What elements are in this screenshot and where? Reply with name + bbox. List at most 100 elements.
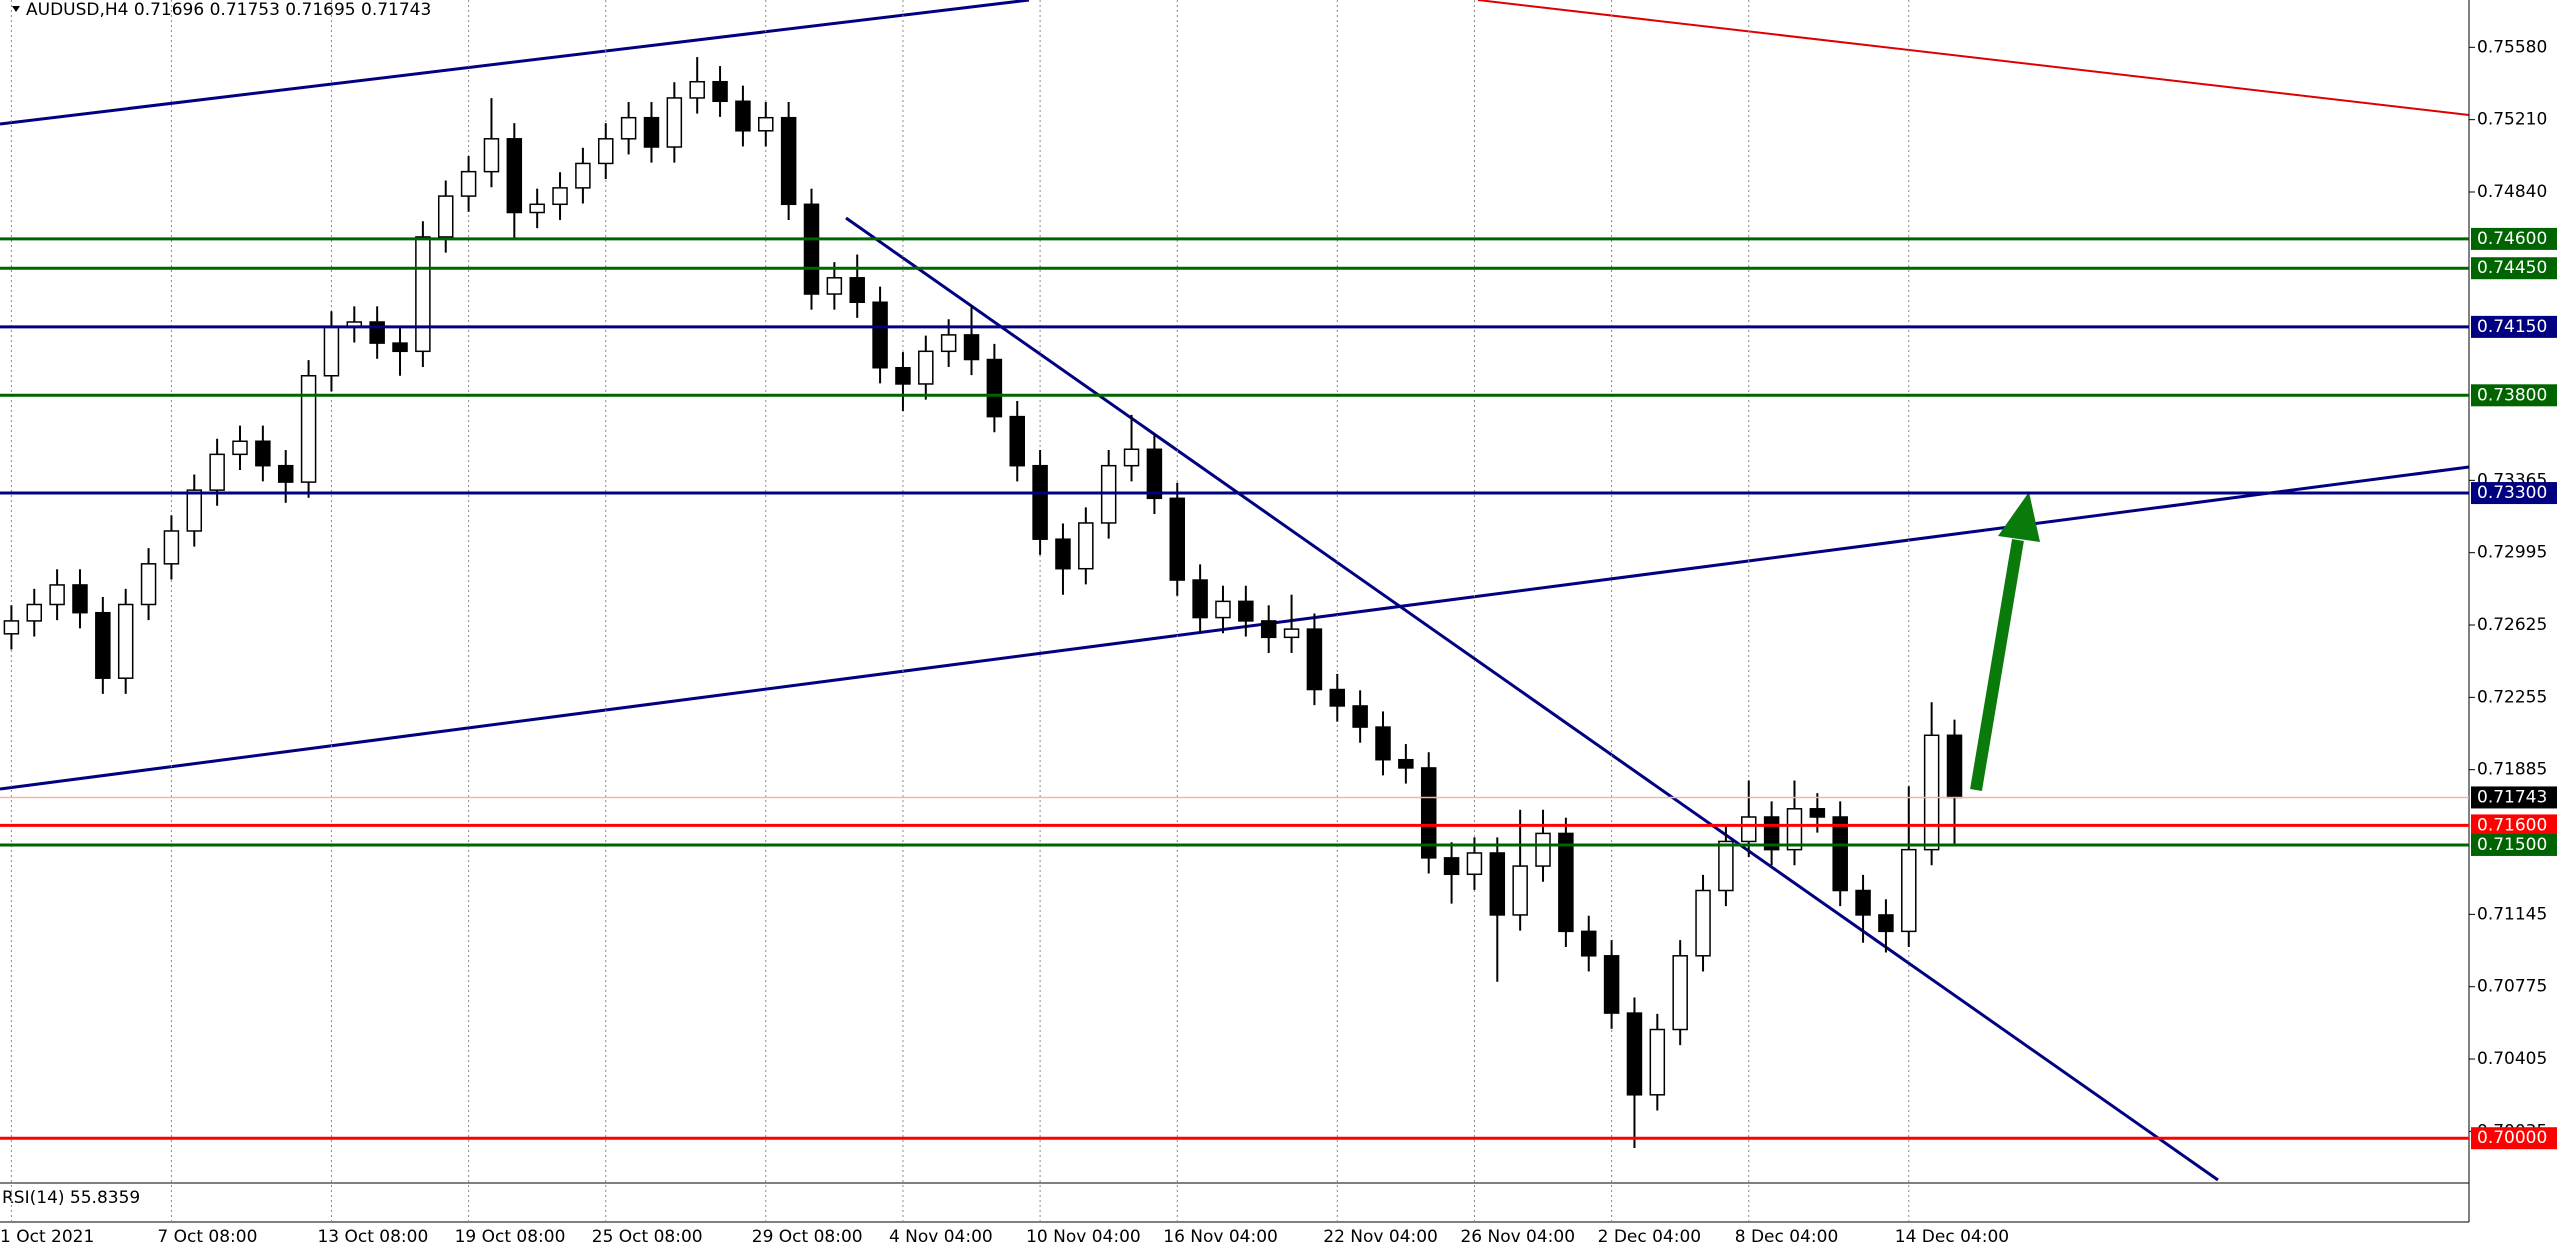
candle-body (117, 603, 134, 679)
y-tick-label: 0.75210 (2477, 110, 2547, 130)
candle-body (1466, 852, 1483, 876)
channel-line (0, 465, 2470, 791)
candle-body (1329, 688, 1346, 707)
x-tick-label: 2 Dec 04:00 (1598, 1227, 1702, 1247)
x-tick-label: 14 Dec 04:00 (1895, 1227, 2009, 1247)
candle-body (1420, 767, 1437, 859)
price-box-label: 0.71600 (2477, 815, 2547, 835)
x-tick-label: 1 Oct 2021 (0, 1227, 94, 1247)
y-tick-label: 0.71145 (2477, 904, 2547, 924)
candle-body (735, 100, 751, 132)
candle-body (506, 138, 523, 214)
candle-body (1901, 848, 1917, 933)
price-box (2471, 482, 2557, 505)
candle-body (598, 138, 614, 165)
candle-body (1695, 889, 1711, 957)
price-box (2471, 814, 2557, 837)
candle-body (1855, 889, 1871, 916)
price-box (2471, 315, 2557, 338)
candle-body (1260, 620, 1277, 639)
candle-body (1786, 808, 1803, 851)
candle-body (1946, 734, 1963, 799)
candle-body (277, 464, 294, 483)
candle-body (26, 603, 43, 622)
price-box (2471, 833, 2557, 856)
x-tick-label: 19 Oct 08:00 (455, 1227, 566, 1247)
candle-body (918, 350, 934, 385)
candle-body (1146, 448, 1163, 500)
price-box (2471, 1127, 2557, 1150)
symbol-arrow (12, 6, 20, 12)
candle-body (826, 277, 843, 295)
candle-body (415, 236, 431, 353)
price-box-label: 0.70000 (2477, 1128, 2547, 1148)
candle-body (1398, 758, 1414, 769)
candle-body (712, 80, 728, 103)
candle-body (575, 162, 591, 189)
x-tick-label: 13 Oct 08:00 (317, 1227, 428, 1247)
y-tick-label: 0.75580 (2477, 37, 2547, 57)
price-box (2471, 257, 2557, 280)
candle-body (49, 584, 65, 606)
candle-body (232, 440, 248, 456)
x-tick-label: 10 Nov 04:00 (1026, 1227, 1141, 1247)
candle-body (483, 138, 500, 173)
candle-body (1283, 628, 1300, 639)
candle-body (1352, 705, 1368, 728)
x-tick-label: 4 Nov 04:00 (889, 1227, 993, 1247)
candle-body (552, 187, 568, 206)
candle-body (95, 611, 111, 679)
candle-body (1375, 726, 1391, 761)
y-tick-label: 0.72625 (2477, 615, 2547, 635)
candle-body (323, 326, 340, 377)
trend-line (1477, 0, 2470, 116)
candle-body (1009, 415, 1025, 467)
candle-body (872, 301, 888, 369)
candle-body (369, 321, 385, 344)
y-tick-label: 0.74840 (2477, 182, 2547, 202)
candle-body (1558, 832, 1574, 933)
x-tick-label: 16 Nov 04:00 (1163, 1227, 1278, 1247)
x-tick-label: 7 Oct 08:00 (157, 1227, 257, 1247)
candle-body (1215, 600, 1231, 619)
trend-line (0, 0, 1030, 126)
x-tick-label: 29 Oct 08:00 (752, 1227, 863, 1247)
candle-body (186, 489, 203, 532)
candle-body (1649, 1028, 1666, 1096)
candle-body (1512, 865, 1528, 916)
candle-body (1238, 600, 1254, 622)
candle-body (209, 453, 225, 491)
candle-body (1306, 628, 1323, 691)
y-tick-label: 0.70405 (2477, 1049, 2547, 1069)
price-box-label: 0.71500 (2477, 835, 2547, 855)
candle-body (392, 342, 408, 353)
candle-body (1923, 734, 1940, 851)
candle-body (1192, 579, 1208, 619)
candle-body (1878, 914, 1894, 933)
candle-body (620, 116, 637, 140)
price-box (2471, 227, 2557, 250)
x-tick-label: 22 Nov 04:00 (1323, 1227, 1438, 1247)
candle-body (255, 440, 271, 467)
candle-body (437, 195, 454, 238)
y-tick-label: 0.70775 (2477, 977, 2547, 997)
x-tick-label: 8 Dec 04:00 (1735, 1227, 1839, 1247)
price-box-label: 0.74450 (2477, 258, 2547, 278)
candle-body (460, 170, 477, 197)
candle-body (666, 97, 683, 148)
candle-body (1809, 808, 1826, 818)
candle-body (986, 358, 1003, 418)
candle-body (163, 530, 180, 565)
candle-body (1603, 955, 1620, 1014)
trend-line (845, 216, 2219, 1182)
candle-body (689, 80, 705, 99)
candle-body (1626, 1012, 1643, 1096)
arrow-shaft (1970, 539, 2024, 791)
candle-body (1580, 930, 1597, 957)
candle-body (529, 203, 545, 214)
candle-body (1535, 832, 1551, 867)
candle-body (849, 277, 865, 303)
price-box-label: 0.73300 (2477, 483, 2547, 503)
candle-body (1443, 857, 1460, 876)
